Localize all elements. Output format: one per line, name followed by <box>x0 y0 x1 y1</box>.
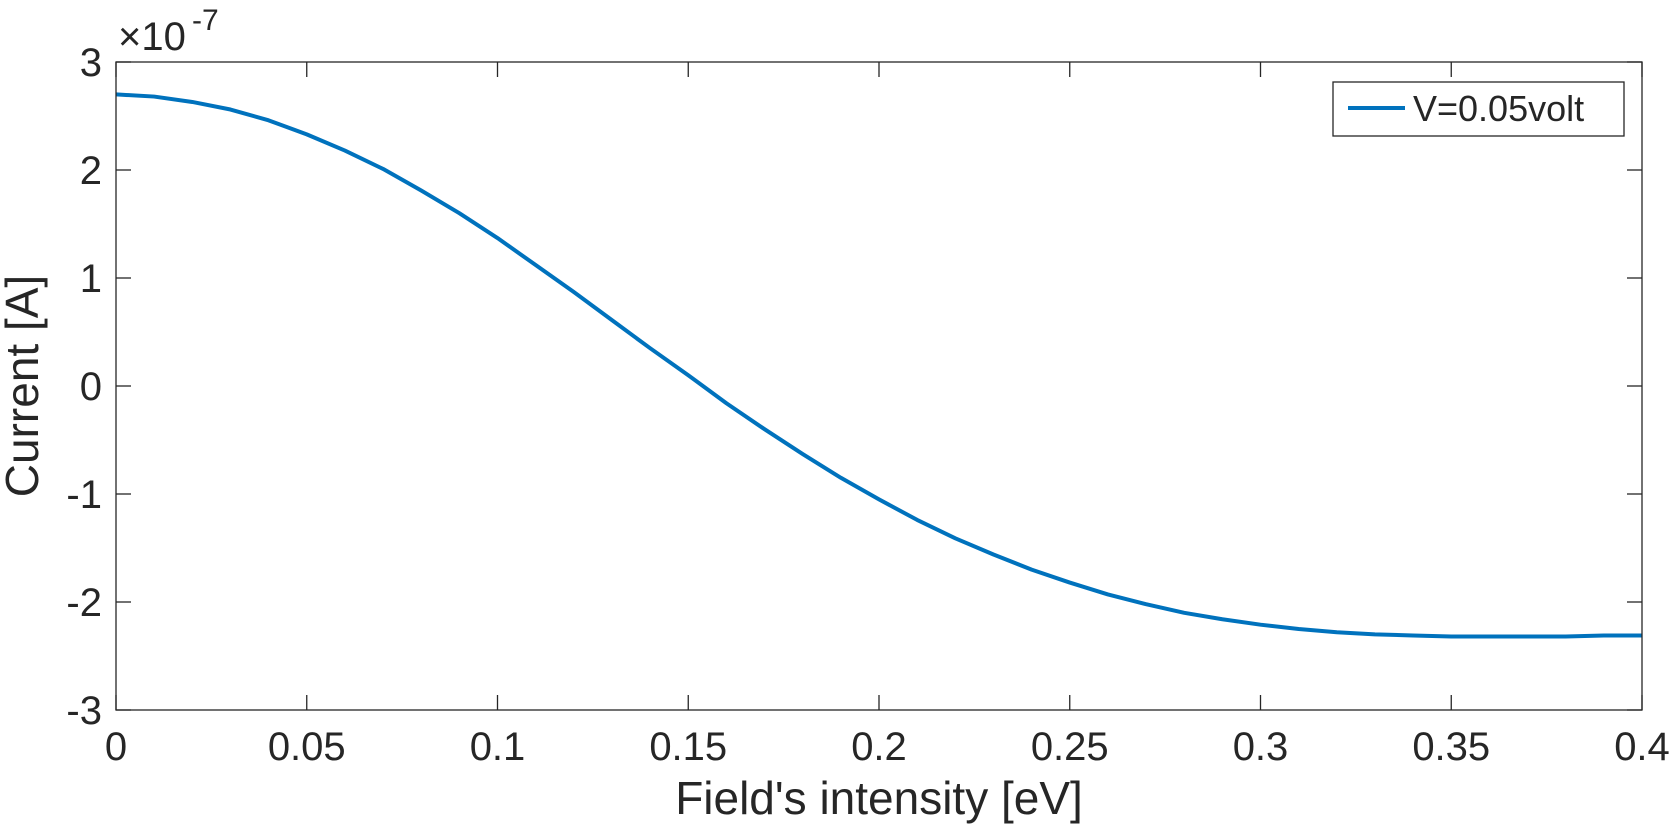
plot-frame <box>115 61 1643 711</box>
y-tick-label: 0 <box>80 365 102 409</box>
x-tick-label: 0.25 <box>1031 725 1109 769</box>
tick-labels: 0 0.05 0.1 0.15 0.2 0.25 0.3 0.35 0.4 -3 -2 -1 0 1 2 3 <box>66 41 1669 769</box>
y-tick-label: -3 <box>66 689 102 733</box>
exponent-times: ×10 <box>118 15 186 59</box>
x-axis-label: Field's intensity [eV] <box>675 772 1083 824</box>
exponent-label: -7 <box>192 4 219 37</box>
series-line <box>115 92 1642 639</box>
legend-label: V=0.05volt <box>1413 88 1584 129</box>
x-tick-label: 0.05 <box>268 725 346 769</box>
x-tick-label: 0 <box>105 725 127 769</box>
x-tick-label: 0.3 <box>1233 725 1289 769</box>
y-tick-label: -2 <box>66 581 102 625</box>
y-tick-label: 1 <box>80 257 102 301</box>
plot-area <box>116 62 1642 710</box>
y-tick-label: 2 <box>80 149 102 193</box>
y-tick-label: 3 <box>80 41 102 85</box>
x-tick-label: 0.35 <box>1412 725 1490 769</box>
x-tick-label: 0.15 <box>649 725 727 769</box>
x-tick-label: 0.1 <box>470 725 526 769</box>
y-axis-label: Current [A] <box>0 275 48 497</box>
series <box>115 92 1642 639</box>
x-tick-label: 0.4 <box>1614 725 1670 769</box>
legend: V=0.05volt <box>1332 81 1625 137</box>
y-tick-label: -1 <box>66 473 102 517</box>
x-tick-label: 0.2 <box>851 725 907 769</box>
